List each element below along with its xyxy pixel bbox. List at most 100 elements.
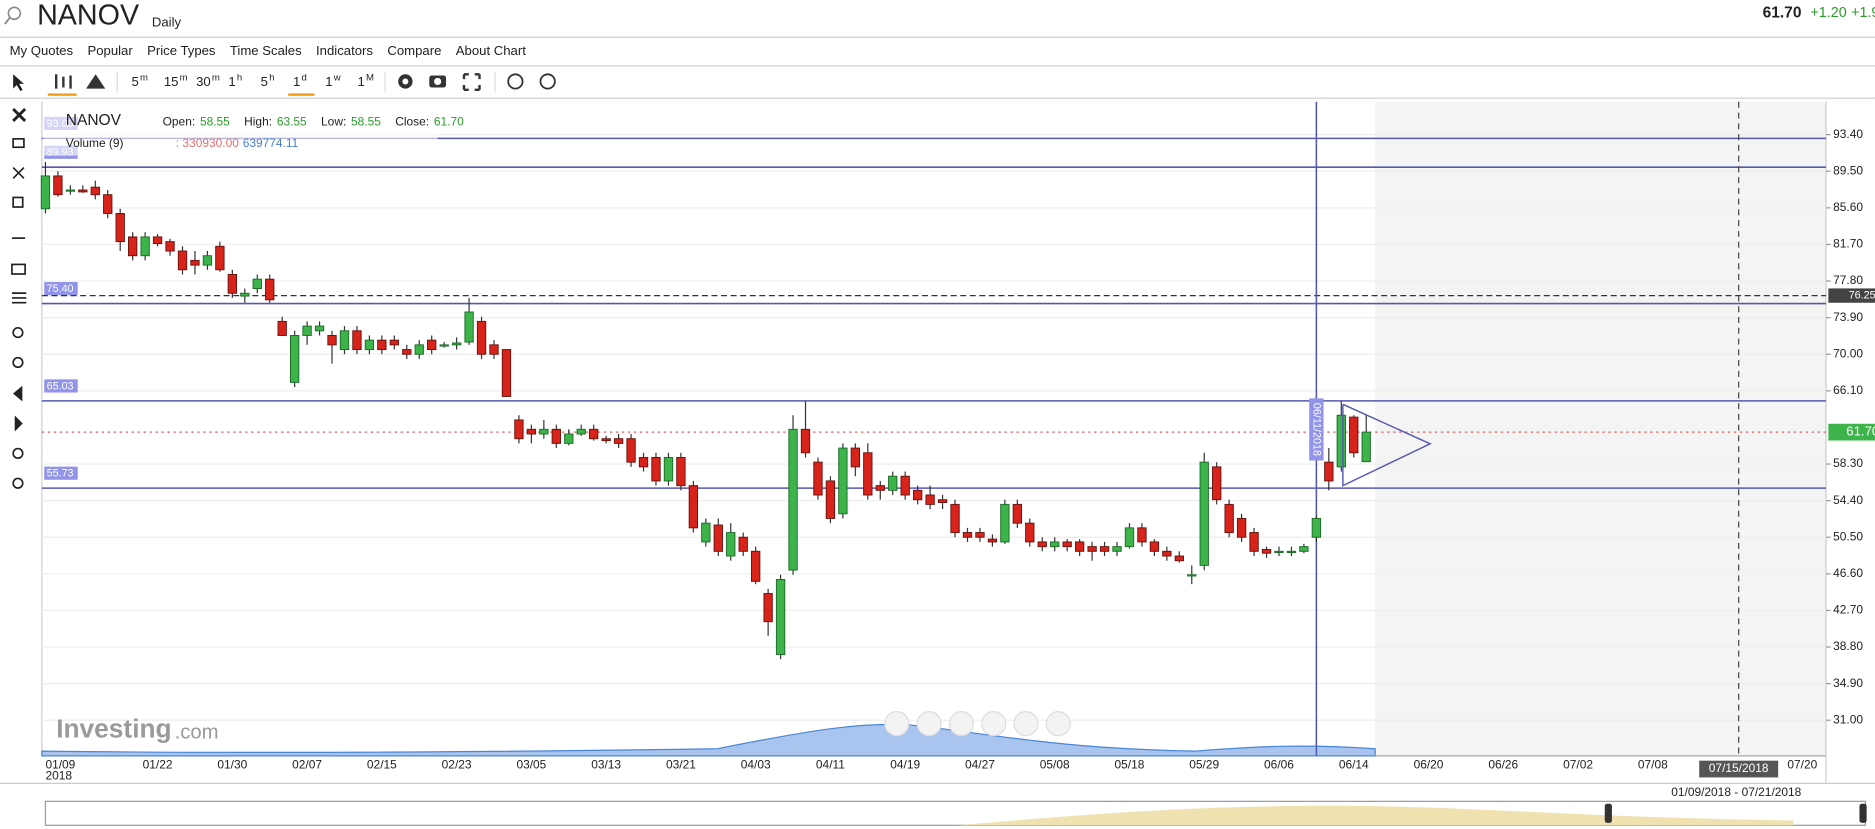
menu-item[interactable]: Indicators <box>316 43 373 58</box>
interval-button[interactable]: 1 <box>228 74 235 89</box>
interval-button[interactable]: 1 <box>325 74 332 89</box>
volume-value: 639774.11 <box>243 136 299 150</box>
candle-body <box>1112 546 1122 552</box>
vertical-line-label-bg <box>1309 398 1324 461</box>
x-tick-label: 04/27 <box>965 758 995 772</box>
tool[interactable] <box>14 415 23 432</box>
candle-body <box>1087 546 1097 552</box>
menu-item[interactable]: About Chart <box>456 43 526 58</box>
candle-body <box>564 433 574 444</box>
menu-item[interactable]: Price Types <box>147 43 216 58</box>
candle-body <box>788 428 798 571</box>
interval-button[interactable]: 30 <box>196 74 211 89</box>
candle-body <box>1261 548 1272 554</box>
candle-body <box>713 524 723 552</box>
level-label: 55.73 <box>47 468 74 480</box>
candle-type-button[interactable] <box>55 74 72 89</box>
y-tick-label: 42.70 <box>1833 603 1863 617</box>
area-type-button[interactable] <box>86 74 106 89</box>
candle-body <box>1137 527 1147 543</box>
dashed-level-label-bg <box>1828 288 1875 303</box>
candle-body <box>875 485 885 491</box>
y-tick-label: 93.40 <box>1833 127 1863 141</box>
interval-button[interactable]: 5 <box>261 74 268 89</box>
menu-item[interactable]: Popular <box>87 43 133 58</box>
tool[interactable] <box>12 326 24 339</box>
watermark-suffix: .com <box>175 722 219 744</box>
interval-unit: h <box>237 72 242 83</box>
tool[interactable] <box>12 356 24 369</box>
candle-body <box>1025 522 1035 543</box>
interval-button[interactable]: 1 <box>358 74 365 89</box>
tool[interactable] <box>12 138 25 149</box>
y-tick-label: 58.30 <box>1833 456 1863 470</box>
legend-value: 58.55 <box>200 114 230 128</box>
candle-body <box>190 259 200 266</box>
candle-body <box>464 311 474 343</box>
menu-bar: My Quotes Popular Price Types Time Scales In… <box>10 43 527 58</box>
x-tick-label: 06/14 <box>1339 758 1369 772</box>
tool[interactable] <box>12 196 24 208</box>
upload-button[interactable] <box>539 73 556 90</box>
x-tick-label: 03/21 <box>666 758 696 772</box>
candle-body <box>775 578 786 656</box>
y-tick-label: 38.80 <box>1833 639 1863 653</box>
camera-lens <box>434 77 442 86</box>
candle-body <box>451 342 462 346</box>
volume-value: : 330930.00 <box>176 136 239 150</box>
y-tick-label: 66.10 <box>1833 383 1863 397</box>
candle-body <box>551 428 561 444</box>
tool[interactable] <box>12 477 24 489</box>
tool[interactable] <box>13 385 23 402</box>
candle-body <box>1336 414 1346 468</box>
x-tick-label: 02/15 <box>367 758 397 772</box>
candle-body <box>676 456 686 487</box>
tool[interactable] <box>12 166 25 179</box>
fullscreen-button[interactable] <box>462 73 481 92</box>
interval-button[interactable]: 5 <box>132 74 139 89</box>
pointer-tool[interactable] <box>13 74 24 92</box>
nav-button[interactable] <box>1013 711 1039 737</box>
search-icon-handle <box>4 17 11 25</box>
interval-button[interactable]: 1 <box>293 74 300 89</box>
y-tick-label: 77.80 <box>1833 273 1863 287</box>
search-icon[interactable] <box>7 6 22 21</box>
nav-button[interactable] <box>1045 711 1071 737</box>
y-tick-label: 81.70 <box>1833 237 1863 251</box>
legend-bg <box>43 107 438 156</box>
y-tick-label: 73.90 <box>1833 310 1863 324</box>
navigator-handle[interactable] <box>1859 803 1867 823</box>
candle-body <box>888 475 898 491</box>
navigator-handle[interactable] <box>1604 803 1612 823</box>
candle-body <box>1149 541 1160 552</box>
candle-body <box>1199 461 1209 566</box>
settings-hole <box>402 78 409 85</box>
nav-button[interactable] <box>948 711 974 737</box>
nav-button[interactable] <box>916 711 942 737</box>
candle-body <box>439 344 449 347</box>
menu-item[interactable]: Time Scales <box>230 43 302 58</box>
crosshair-label-bg <box>1699 760 1779 778</box>
download-button[interactable] <box>507 73 524 90</box>
rect-tool[interactable] <box>11 263 26 275</box>
triangle-drawing[interactable] <box>1342 403 1432 487</box>
interval-button[interactable]: 15 <box>164 74 179 89</box>
x-tick-label: 01/30 <box>217 758 247 772</box>
symbol: NANOV <box>37 0 140 31</box>
nav-button[interactable] <box>981 711 1007 737</box>
candles <box>40 161 1371 660</box>
interval-buttons: 5 m 15 m 30 m 1 h 5 h 1 d 1 w 1 M <box>132 72 374 96</box>
x-tick-label: 04/03 <box>741 758 771 772</box>
x-tick-label: 02/07 <box>292 758 322 772</box>
y-tick-label: 54.40 <box>1833 493 1863 507</box>
fib-tool[interactable] <box>11 292 27 304</box>
interval-unit: m <box>180 72 188 83</box>
close-tool[interactable] <box>12 107 27 122</box>
tool[interactable] <box>12 447 24 459</box>
candle-body <box>688 485 699 529</box>
y-tick-label: 50.50 <box>1833 529 1863 543</box>
menu-item[interactable]: Compare <box>387 43 441 58</box>
nav-button[interactable] <box>884 711 910 737</box>
candle-body <box>1099 546 1110 552</box>
menu-item[interactable]: My Quotes <box>10 43 74 58</box>
